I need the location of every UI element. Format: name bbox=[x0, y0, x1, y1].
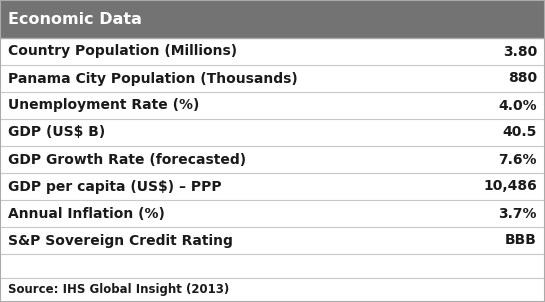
Bar bbox=[0, 173, 545, 200]
Bar bbox=[0, 278, 545, 302]
Bar bbox=[0, 92, 545, 119]
Bar bbox=[0, 0, 545, 38]
Text: Panama City Population (Thousands): Panama City Population (Thousands) bbox=[8, 72, 298, 85]
Text: 4.0%: 4.0% bbox=[498, 98, 537, 113]
Text: GDP Growth Rate (forecasted): GDP Growth Rate (forecasted) bbox=[8, 153, 246, 166]
Text: Annual Inflation (%): Annual Inflation (%) bbox=[8, 207, 165, 220]
Text: 3.7%: 3.7% bbox=[499, 207, 537, 220]
Text: GDP per capita (US$) – PPP: GDP per capita (US$) – PPP bbox=[8, 179, 222, 194]
Text: Source: IHS Global Insight (2013): Source: IHS Global Insight (2013) bbox=[8, 284, 229, 297]
Text: GDP (US$ B): GDP (US$ B) bbox=[8, 126, 105, 140]
Bar bbox=[0, 65, 545, 92]
Bar bbox=[0, 227, 545, 254]
Text: Economic Data: Economic Data bbox=[8, 11, 142, 27]
Text: 880: 880 bbox=[508, 72, 537, 85]
Text: 7.6%: 7.6% bbox=[499, 153, 537, 166]
Text: S&P Sovereign Credit Rating: S&P Sovereign Credit Rating bbox=[8, 233, 233, 248]
Bar bbox=[0, 200, 545, 227]
Bar bbox=[0, 146, 545, 173]
Text: 3.80: 3.80 bbox=[502, 44, 537, 59]
Text: BBB: BBB bbox=[505, 233, 537, 248]
Text: 10,486: 10,486 bbox=[483, 179, 537, 194]
Bar bbox=[0, 38, 545, 65]
Text: Unemployment Rate (%): Unemployment Rate (%) bbox=[8, 98, 199, 113]
Bar bbox=[0, 119, 545, 146]
Text: 40.5: 40.5 bbox=[502, 126, 537, 140]
Text: Country Population (Millions): Country Population (Millions) bbox=[8, 44, 237, 59]
